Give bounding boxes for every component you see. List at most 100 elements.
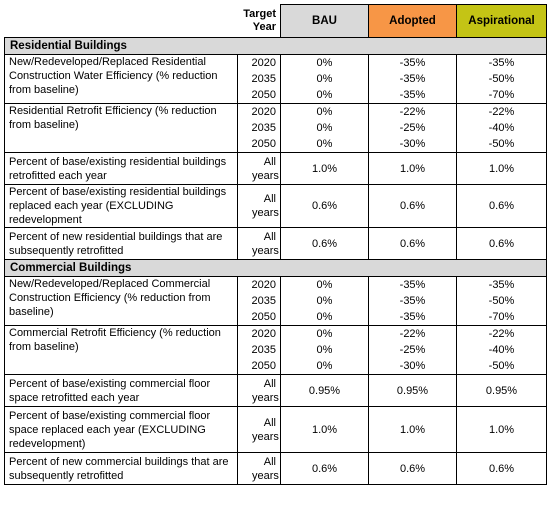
adopted-value: -25%	[368, 120, 457, 136]
aspirational-value: 0.95%	[456, 374, 547, 407]
adopted-value: -35%	[368, 293, 457, 309]
bau-value: 0.6%	[280, 227, 369, 260]
target-year-cell: 2035	[237, 71, 281, 87]
adopted-value: -35%	[368, 54, 457, 71]
aspirational-value: -40%	[456, 120, 547, 136]
target-year-cell: All years	[237, 227, 281, 260]
row-label: Percent of base/existing residential bui…	[4, 184, 238, 228]
target-year-cell: All years	[237, 152, 281, 185]
bau-value: 0%	[280, 358, 369, 375]
row-label: Percent of base/existing commercial floo…	[4, 374, 238, 407]
target-year-cell: 2020	[237, 54, 281, 71]
aspirational-value: -50%	[456, 358, 547, 375]
bau-value: 0%	[280, 325, 369, 342]
row-label: Residential Retrofit Efficiency (% reduc…	[4, 103, 238, 153]
table-row: Percent of base/existing residential bui…	[4, 152, 547, 185]
target-year-cell: All years	[237, 374, 281, 407]
adopted-value: -35%	[368, 309, 457, 326]
table-row: 2035 0% -25% -40%	[5, 342, 547, 358]
bau-header: BAU	[280, 4, 369, 38]
bau-value: 0.6%	[280, 452, 369, 485]
row-label: New/Redeveloped/Replaced Commercial Cons…	[4, 276, 238, 326]
adopted-value: 0.6%	[368, 452, 457, 485]
bau-value: 0%	[280, 136, 369, 153]
row-label: New/Redeveloped/Replaced Residential Con…	[4, 54, 238, 104]
adopted-header: Adopted	[368, 4, 457, 38]
adopted-value: 0.95%	[368, 374, 457, 407]
table-row: Percent of base/existing commercial floo…	[4, 406, 547, 453]
target-year-cell: 2035	[237, 120, 281, 136]
target-year-cell: 2050	[237, 136, 281, 153]
row-label: Commercial Retrofit Efficiency (% reduct…	[4, 325, 238, 375]
table-row: 2035 0% -25% -40%	[5, 120, 547, 136]
bau-value: 0.95%	[280, 374, 369, 407]
aspirational-value: 0.6%	[456, 452, 547, 485]
bau-value: 0%	[280, 71, 369, 87]
table-row: 2050 0% -30% -50%	[5, 136, 547, 153]
target-year-cell: All years	[237, 406, 281, 453]
efficiency-assumptions-table: Target Year BAU Adopted Aspirational Res…	[4, 4, 547, 485]
bau-value: 0%	[280, 276, 369, 293]
section-title: Residential Buildings	[4, 37, 547, 55]
bau-value: 0%	[280, 342, 369, 358]
table-row: New/Redeveloped/Replaced Commercial Cons…	[4, 276, 547, 326]
bau-value: 0%	[280, 87, 369, 104]
adopted-value: -22%	[368, 325, 457, 342]
bau-value: 0%	[280, 120, 369, 136]
target-year-cell: 2050	[237, 358, 281, 375]
table-row: Percent of new residential buildings tha…	[4, 227, 547, 260]
table-row: 2050 0% -35% -70%	[5, 87, 547, 104]
bau-value: 1.0%	[280, 152, 369, 185]
bau-value: 0%	[280, 54, 369, 71]
adopted-value: -22%	[368, 103, 457, 120]
adopted-value: -35%	[368, 87, 457, 104]
table-row: New/Redeveloped/Replaced Residential Con…	[4, 54, 547, 104]
bau-value: 0%	[280, 293, 369, 309]
aspirational-value: -22%	[456, 325, 547, 342]
row-label: Percent of new commercial buildings that…	[4, 452, 238, 485]
target-year-cell: 2020	[237, 276, 281, 293]
adopted-value: 1.0%	[368, 152, 457, 185]
table-row: 2050 0% -30% -50%	[5, 358, 547, 375]
table-row: Residential Retrofit Efficiency (% reduc…	[4, 103, 547, 153]
target-year-cell: 2020	[237, 325, 281, 342]
table-row: 2050 0% -35% -70%	[5, 309, 547, 326]
aspirational-value: 0.6%	[456, 227, 547, 260]
aspirational-header: Aspirational	[456, 4, 547, 38]
aspirational-value: -50%	[456, 293, 547, 309]
table-row: Percent of base/existing commercial floo…	[4, 374, 547, 407]
target-year-cell: 2050	[237, 87, 281, 104]
aspirational-value: 1.0%	[456, 406, 547, 453]
bau-value: 0%	[280, 309, 369, 326]
adopted-value: 0.6%	[368, 184, 457, 228]
table-row: Percent of new commercial buildings that…	[4, 452, 547, 485]
adopted-value: -30%	[368, 358, 457, 375]
target-year-cell: 2035	[237, 342, 281, 358]
adopted-value: -25%	[368, 342, 457, 358]
adopted-value: -30%	[368, 136, 457, 153]
target-year-cell: 2020	[237, 103, 281, 120]
aspirational-value: -35%	[456, 54, 547, 71]
aspirational-value: -22%	[456, 103, 547, 120]
bau-value: 0.6%	[280, 184, 369, 228]
bau-value: 0%	[280, 103, 369, 120]
adopted-value: 1.0%	[368, 406, 457, 453]
target-year-cell: 2050	[237, 309, 281, 326]
row-label: Percent of base/existing commercial floo…	[4, 406, 238, 453]
row-label: Percent of new residential buildings tha…	[4, 227, 238, 260]
aspirational-value: -50%	[456, 136, 547, 153]
row-label: Percent of base/existing residential bui…	[4, 152, 238, 185]
target-year-cell: All years	[237, 184, 281, 228]
header-blank	[5, 5, 238, 38]
aspirational-value: -70%	[456, 87, 547, 104]
aspirational-value: 0.6%	[456, 184, 547, 228]
section-header: Residential Buildings	[4, 37, 547, 55]
target-year-cell: All years	[237, 452, 281, 485]
aspirational-value: -40%	[456, 342, 547, 358]
adopted-value: 0.6%	[368, 227, 457, 260]
bau-value: 1.0%	[280, 406, 369, 453]
table-row: 2035 0% -35% -50%	[5, 293, 547, 309]
table-row: Percent of base/existing residential bui…	[4, 184, 547, 228]
aspirational-value: -50%	[456, 71, 547, 87]
target-year-header: Target Year	[243, 7, 276, 33]
